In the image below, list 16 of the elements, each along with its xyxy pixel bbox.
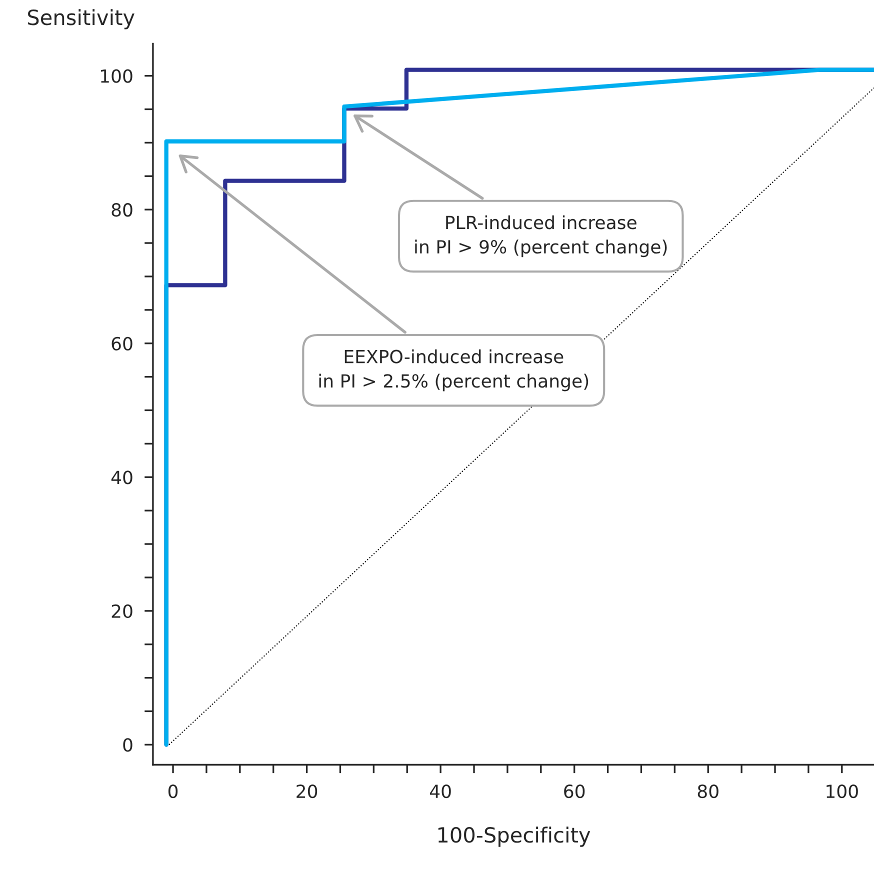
x-tick-label: 0 [168,784,178,798]
annotation: PLR-induced increase in PI > 9% (percent change) [415,215,667,258]
x-tick-label: 80 [698,784,718,798]
x-tick-label: 100 [826,784,858,798]
y-tick-label: 80 [112,203,132,217]
x-tick-label: 60 [564,784,585,798]
annotation: EEXPO-induced increase in PI > 2.5% (percent change) [319,349,588,392]
y-tick-label: 60 [112,336,132,350]
y-axis-title: Sensitivity [28,9,134,30]
x-axis-title: 100-Specificity [438,826,590,847]
x-tick-label: 20 [296,784,318,798]
x-tick-label: 40 [430,784,451,798]
y-tick-label: 100 [101,69,132,83]
y-tick-label: 0 [123,738,132,752]
y-tick-label: 20 [112,604,132,618]
y-tick-label: 40 [111,470,132,484]
